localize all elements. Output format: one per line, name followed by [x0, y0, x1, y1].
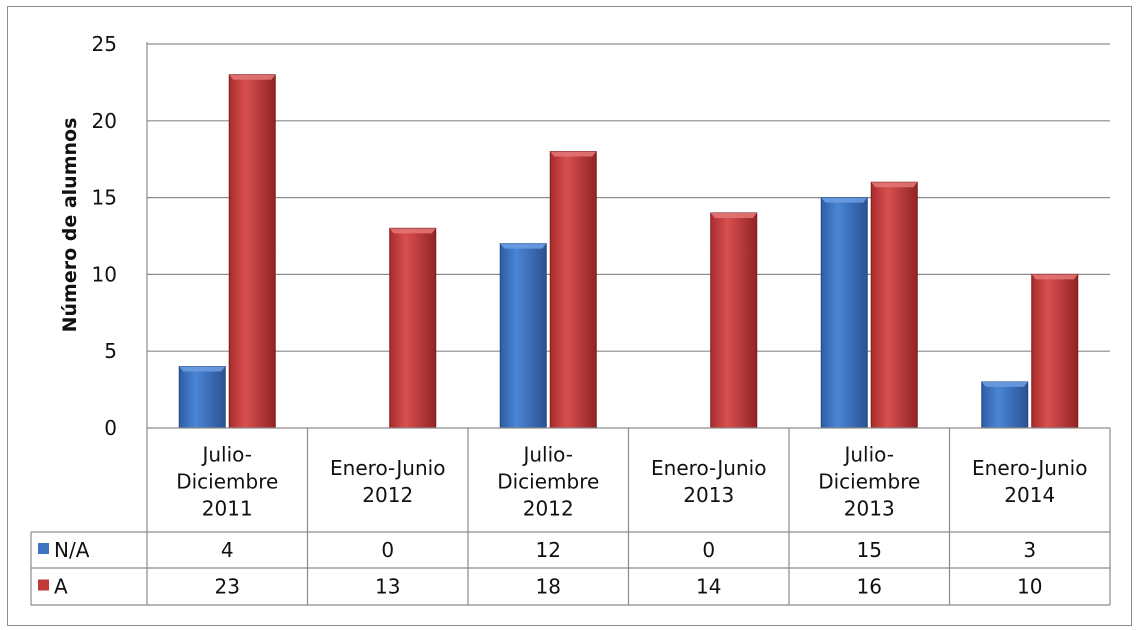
bar-body: [389, 227, 437, 429]
bar-body: [981, 381, 1029, 429]
bar-bevel: [1031, 274, 1078, 280]
bar-na: [178, 366, 226, 429]
y-axis-ticks: 0 5 10 15 20 25: [92, 32, 117, 440]
bar-a: [870, 181, 918, 429]
data-label: 23: [215, 575, 240, 599]
y-tick-label: 20: [92, 109, 117, 133]
y-axis: Número de alumnos: [59, 118, 81, 333]
data-label: 12: [536, 538, 561, 562]
bar-a: [389, 227, 437, 429]
bar-body: [710, 212, 758, 429]
bar-body: [228, 74, 276, 429]
bar-na: [499, 243, 547, 429]
data-label: 15: [857, 538, 882, 562]
data-label: 3: [1023, 538, 1036, 562]
data-label: 14: [696, 575, 721, 599]
data-label: 0: [381, 538, 394, 562]
legend-key-a: [38, 579, 49, 591]
x-tick-label: Enero-Junio 2013: [651, 456, 766, 507]
x-tick-label: Julio-Diciembre 2012: [497, 443, 599, 521]
chart-canvas: 0 5 10 15 20 25 Julio-Diciembre 2011 Enero-Juni…: [30, 32, 1111, 606]
legend-label: N/A: [54, 538, 90, 562]
y-tick-label: 10: [92, 262, 117, 286]
x-tick-label: Julio-Diciembre 2011: [176, 443, 278, 521]
bar-a: [710, 212, 758, 429]
data-label: 4: [221, 538, 234, 562]
y-tick-label: 5: [104, 339, 117, 363]
x-tick-label: Enero-Junio 2014: [972, 456, 1087, 507]
bar-bevel: [871, 182, 918, 188]
x-tick-label: Enero-Junio 2012: [330, 456, 445, 507]
y-tick-label: 0: [104, 416, 117, 440]
data-label: 10: [1017, 575, 1042, 599]
bar-bevel: [821, 197, 868, 203]
y-tick-label: 15: [92, 186, 117, 210]
bar-bevel: [550, 151, 597, 157]
bar-body: [1031, 273, 1079, 429]
data-label: 0: [702, 538, 715, 562]
data-label: 18: [536, 575, 561, 599]
bars: [178, 74, 1079, 429]
bar-body: [499, 243, 547, 429]
bar-bevel: [710, 212, 757, 218]
bar-bevel: [179, 366, 226, 372]
legend-key-na: [38, 543, 49, 554]
gridlines: [147, 43, 1110, 352]
data-label: 16: [857, 575, 882, 599]
bar-na: [981, 381, 1029, 429]
legend-label: A: [54, 575, 68, 599]
bar-body: [549, 151, 597, 429]
bar-a: [228, 74, 276, 429]
bar-bevel: [981, 381, 1028, 387]
bar-a: [1031, 273, 1079, 429]
bar-body: [820, 197, 868, 429]
bar-bevel: [389, 228, 436, 234]
bar-bevel: [500, 243, 547, 249]
x-tick-label: Julio-Diciembre 2013: [818, 443, 920, 521]
bar-bevel: [229, 74, 276, 80]
y-axis-label: Número de alumnos: [59, 118, 81, 333]
bar-body: [870, 181, 918, 429]
data-table: Julio-Diciembre 2011 Enero-Junio 2012 Julio-…: [30, 42, 1111, 606]
chart-frame: 0 5 10 15 20 25 Julio-Diciembre 2011 Enero-Juni…: [7, 6, 1132, 626]
bar-na: [820, 197, 868, 429]
data-label: 13: [375, 575, 400, 599]
y-tick-label: 25: [92, 32, 117, 56]
bar-body: [178, 366, 226, 429]
bar-a: [549, 151, 597, 429]
